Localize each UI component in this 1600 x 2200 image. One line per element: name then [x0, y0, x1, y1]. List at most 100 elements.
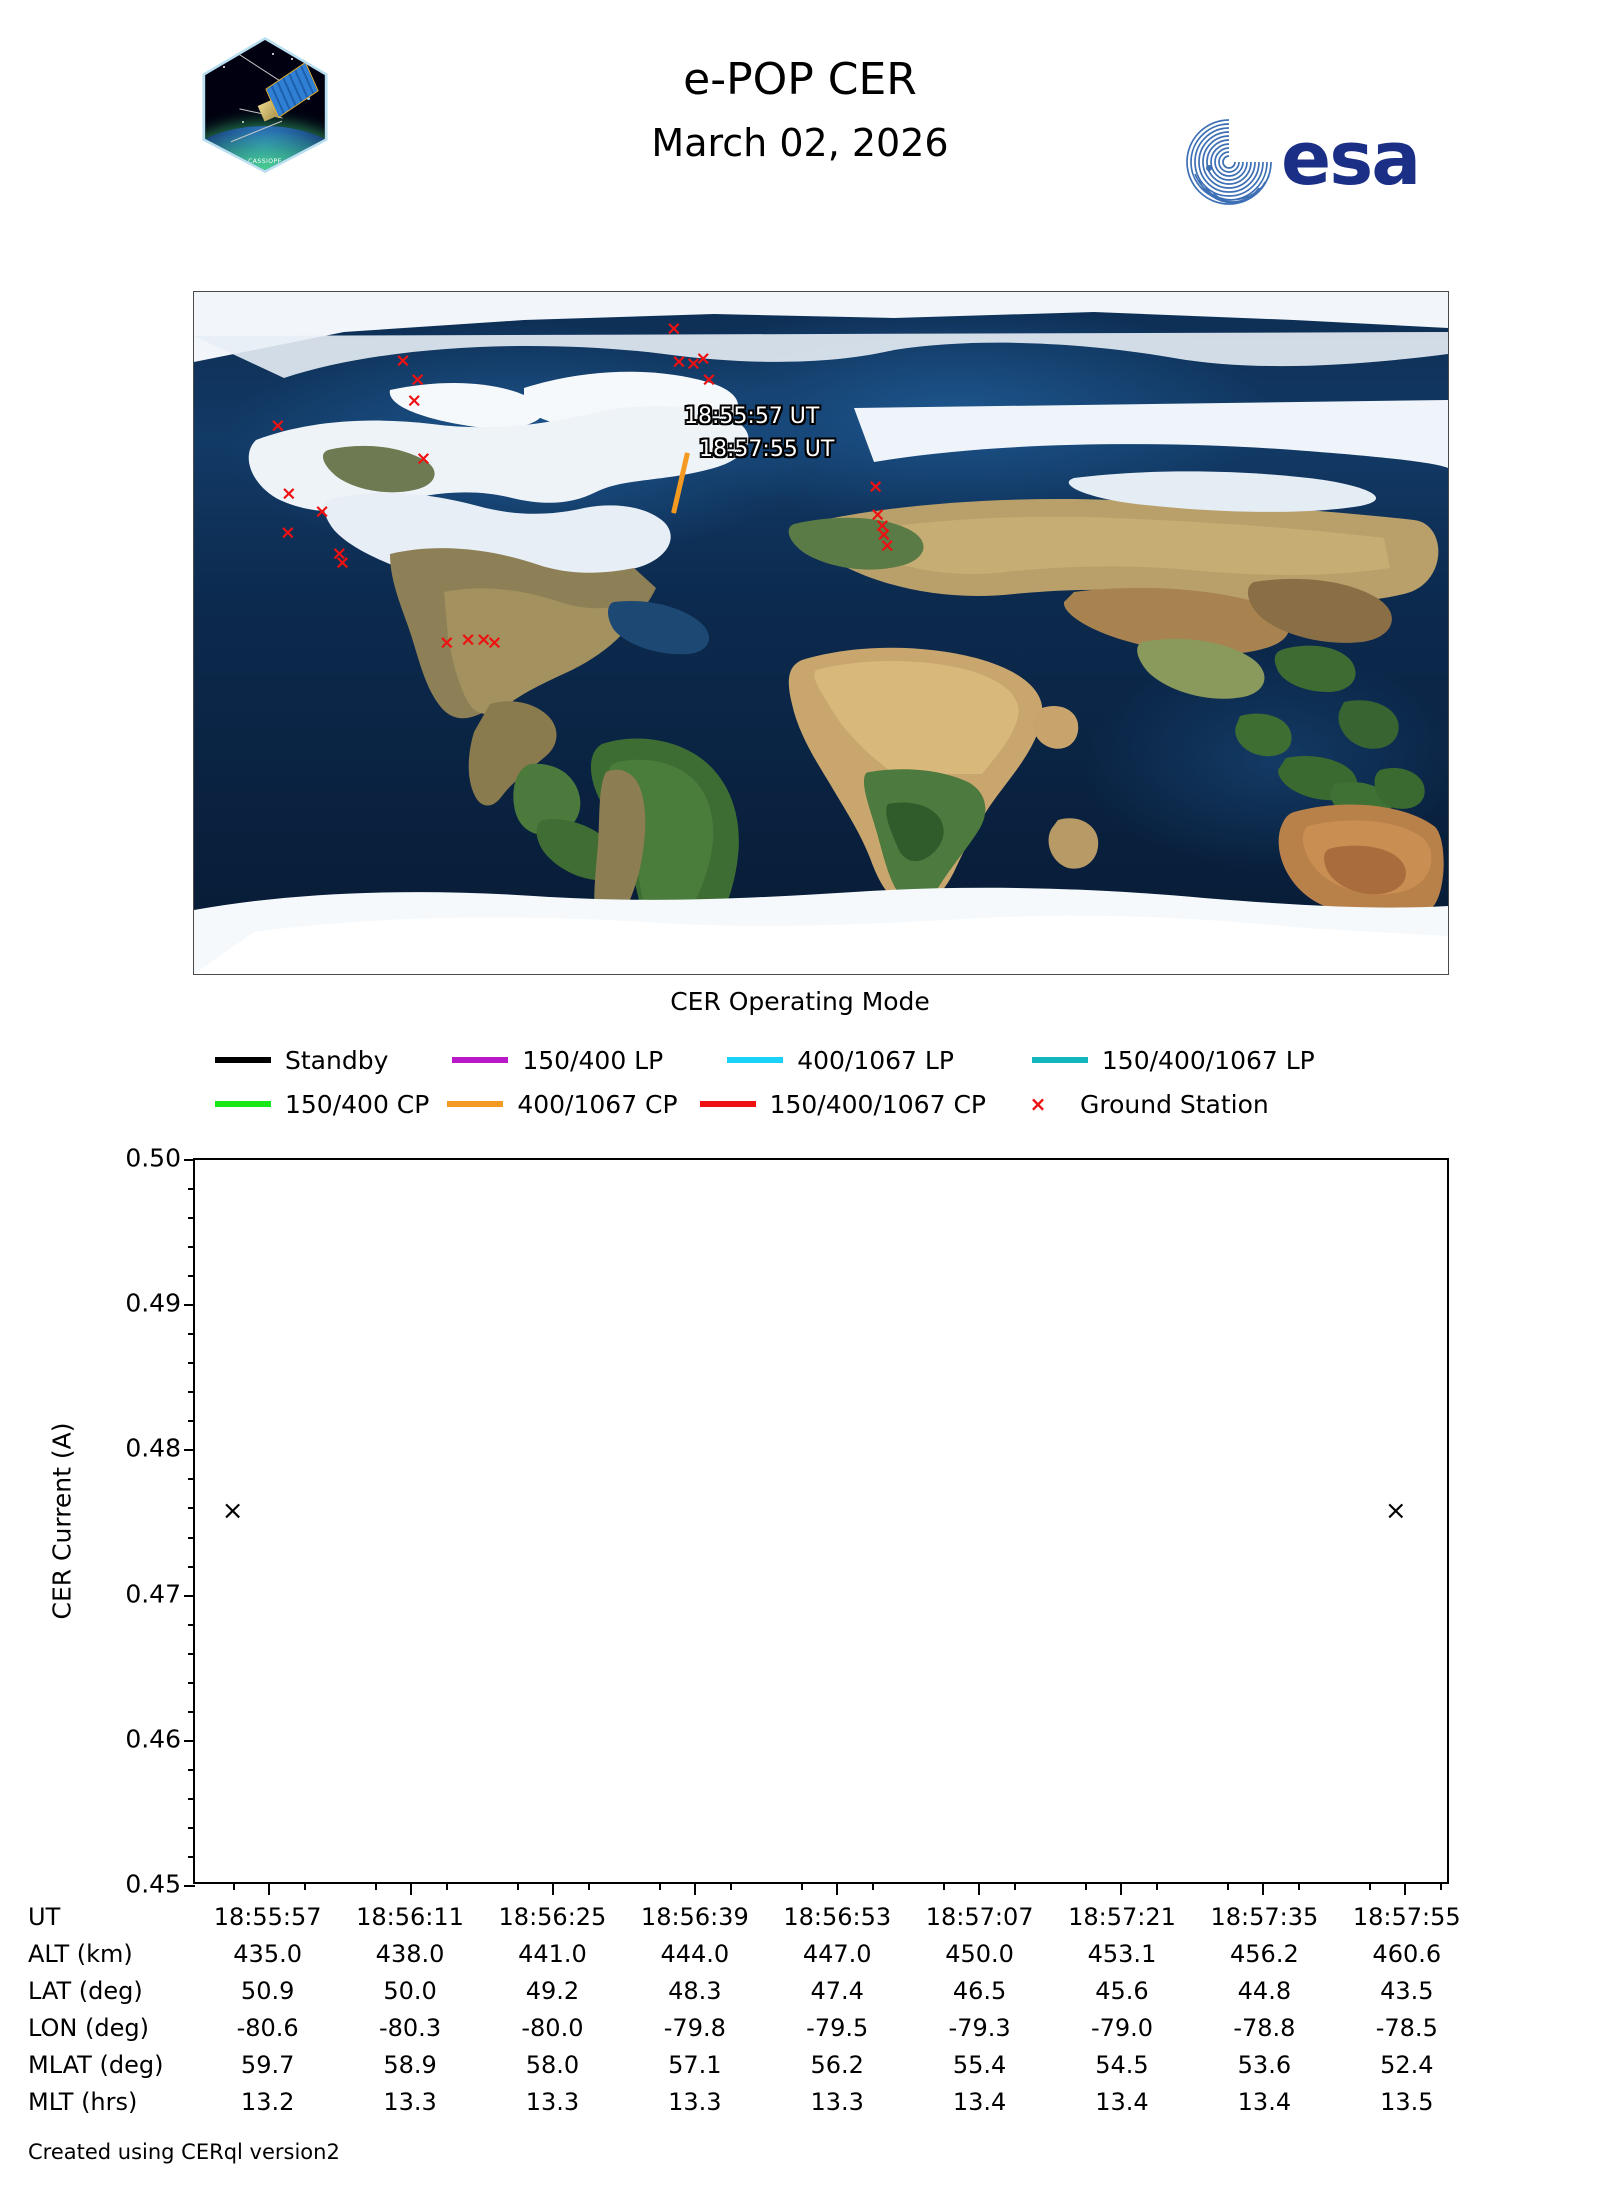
- y-axis-tick-minor: [188, 1710, 195, 1713]
- x-axis-tick-minor: [303, 1882, 306, 1890]
- table-cell: 18:56:25: [498, 1902, 607, 1931]
- table-cell: -80.0: [521, 2013, 584, 2042]
- x-axis-tick-minor: [1013, 1882, 1016, 1890]
- footer-credit: Created using CERql version2: [28, 2140, 340, 2164]
- x-axis-tick-minor: [232, 1882, 235, 1890]
- table-cell: 58.9: [383, 2050, 437, 2079]
- legend-color-swatch: [699, 1101, 756, 1107]
- legend-color-swatch: [215, 1057, 271, 1063]
- table-cell: 18:56:11: [356, 1902, 464, 1931]
- x-axis-tick-minor: [1084, 1882, 1087, 1890]
- x-axis-tick-minor: [800, 1882, 803, 1890]
- table-cell: 43.5: [1380, 1976, 1434, 2005]
- legend-label: 400/1067 LP: [797, 1045, 954, 1075]
- table-row: UT 18:55:57 18:56:11 18:56:25 18:56:39 18:56:…: [28, 1898, 1478, 1935]
- cassiope-mission-logo: CASSIOPE: [200, 37, 330, 173]
- legend-entry-150-400-lp[interactable]: 150/400 LP: [452, 1046, 663, 1075]
- table-row-label: LON (deg): [28, 2013, 149, 2042]
- x-axis-tick-minor: [1368, 1882, 1371, 1890]
- legend-color-swatch: [727, 1057, 784, 1063]
- legend-label: 150/400 CP: [285, 1089, 430, 1119]
- logo-hex-frame: CASSIOPE: [205, 40, 325, 170]
- y-axis-tick-minor: [188, 1507, 195, 1510]
- table-row: ALT (km) 435.0 438.0 441.0 444.0 447.0 450.0 45…: [28, 1935, 1478, 1972]
- table-cell: 47.4: [810, 1976, 864, 2005]
- table-row-label: UT: [28, 1902, 61, 1931]
- table-cell: 13.3: [810, 2087, 864, 2116]
- table-cell: 18:57:55: [1352, 1902, 1461, 1931]
- star-icon: [241, 120, 244, 123]
- y-axis-tick-minor: [188, 1333, 195, 1336]
- table-cell: 50.0: [383, 1976, 437, 2005]
- table-row: LAT (deg) 50.9 50.0 49.2 48.3 47.4 46.5 45.6 44.…: [28, 1972, 1478, 2009]
- table-cell: 50.9: [240, 1976, 295, 2005]
- x-axis-tick-minor: [658, 1882, 661, 1890]
- y-axis-tick-major: [184, 1449, 195, 1452]
- legend-label: 150/400/1067 LP: [1101, 1045, 1315, 1075]
- table-cell: 46.5: [952, 1976, 1007, 2005]
- legend-entry-400-1067-cp[interactable]: 400/1067 CP: [447, 1089, 678, 1119]
- page-header: CASSIOPE e-POP CER March 02, 2026: [0, 0, 1600, 205]
- legend-color-swatch: [452, 1057, 509, 1063]
- table-cell: 18:57:07: [925, 1902, 1034, 1931]
- x-axis-tick-minor: [1155, 1882, 1158, 1890]
- y-axis-tick-minor: [188, 1565, 195, 1568]
- x-axis-tick-minor: [1262, 1882, 1264, 1890]
- legend-row: 150/400 CP 400/1067 CP 150/400/1067 CP ×…: [215, 1082, 1435, 1126]
- legend-entry-150-400-1067-lp[interactable]: 150/400/1067 LP: [1031, 1045, 1315, 1075]
- world-map-panel[interactable]: × × × × × × × × × × × × × × × × × × × × …: [193, 291, 1449, 975]
- table-cell: 18:57:21: [1068, 1902, 1176, 1931]
- table-cell: 54.5: [1095, 2050, 1149, 2079]
- y-axis-tick-minor: [188, 1681, 195, 1684]
- table-cell: 18:55:57: [213, 1902, 322, 1931]
- table-cell: 444.0: [660, 1939, 730, 1968]
- table-cell: 450.0: [945, 1939, 1014, 1968]
- table-cell: 49.2: [525, 1976, 580, 2005]
- legend-entry-150-400-cp[interactable]: 150/400 CP: [215, 1090, 429, 1119]
- x-axis-tick-minor: [1297, 1882, 1300, 1890]
- table-cell: 18:56:39: [640, 1902, 749, 1931]
- table-cell: 13.3: [525, 2087, 580, 2116]
- table-row: MLT (hrs) 13.2 13.3 13.3 13.3 13.3 13.4 13.4 13.…: [28, 2083, 1478, 2120]
- table-cell: 13.3: [383, 2087, 437, 2116]
- x-axis-tick-minor: [836, 1882, 838, 1890]
- table-cell: -79.3: [948, 2013, 1011, 2042]
- legend-entry-standby[interactable]: Standby: [215, 1046, 388, 1075]
- page-title: e-POP CER: [683, 54, 917, 105]
- table-row: LON (deg) -80.6 -80.3 -80.0 -79.8 -79.5 -79.3 -…: [28, 2009, 1478, 2046]
- table-row-label: LAT (deg): [28, 1976, 143, 2005]
- x-axis-tick-minor: [871, 1882, 874, 1890]
- table-cell: 435.0: [233, 1939, 302, 1968]
- table-cell: -79.5: [806, 2013, 869, 2042]
- y-axis-tick-minor: [188, 1362, 195, 1365]
- x-axis-tick-minor: [1404, 1882, 1406, 1890]
- table-cell: 57.1: [668, 2050, 722, 2079]
- legend-entry-400-1067-lp[interactable]: 400/1067 LP: [727, 1046, 954, 1075]
- x-axis-tick-minor: [729, 1882, 732, 1890]
- cer-current-plot[interactable]: × ×: [184, 1158, 1449, 1895]
- y-axis-label: CER Current (A): [47, 1422, 77, 1620]
- table-cell: 453.1: [1087, 1939, 1157, 1968]
- ut-label-start: 18:55:57 UT: [684, 404, 820, 429]
- x-axis-tick-minor: [374, 1882, 377, 1890]
- legend-color-swatch: [447, 1101, 504, 1107]
- y-axis-tick-minor: [188, 1768, 195, 1771]
- legend-entry-ground-station[interactable]: × Ground Station: [1010, 1090, 1269, 1119]
- table-cell: 48.3: [668, 1976, 722, 2005]
- y-axis-tick-major: [184, 1594, 195, 1597]
- y-axis-tick-minor: [188, 1652, 195, 1655]
- data-point-marker: ×: [1384, 1496, 1407, 1527]
- legend-entry-150-400-1067-cp[interactable]: 150/400/1067 CP: [699, 1090, 986, 1119]
- table-cell: 18:57:35: [1210, 1902, 1319, 1931]
- y-axis-tick-label: 0.49: [125, 1288, 181, 1318]
- y-axis-tick-major: [184, 1304, 195, 1307]
- x-axis-tick-minor: [1120, 1882, 1122, 1890]
- title-block: e-POP CER March 02, 2026: [450, 54, 1150, 163]
- data-point-marker: ×: [221, 1496, 244, 1527]
- x-axis-tick-minor: [516, 1882, 519, 1890]
- world-map-image: [194, 292, 1448, 974]
- table-cell: -78.8: [1233, 2013, 1296, 2042]
- table-cell: -78.5: [1375, 2013, 1438, 2042]
- y-axis-tick-minor: [188, 1536, 195, 1539]
- legend-label: 400/1067 CP: [517, 1089, 678, 1119]
